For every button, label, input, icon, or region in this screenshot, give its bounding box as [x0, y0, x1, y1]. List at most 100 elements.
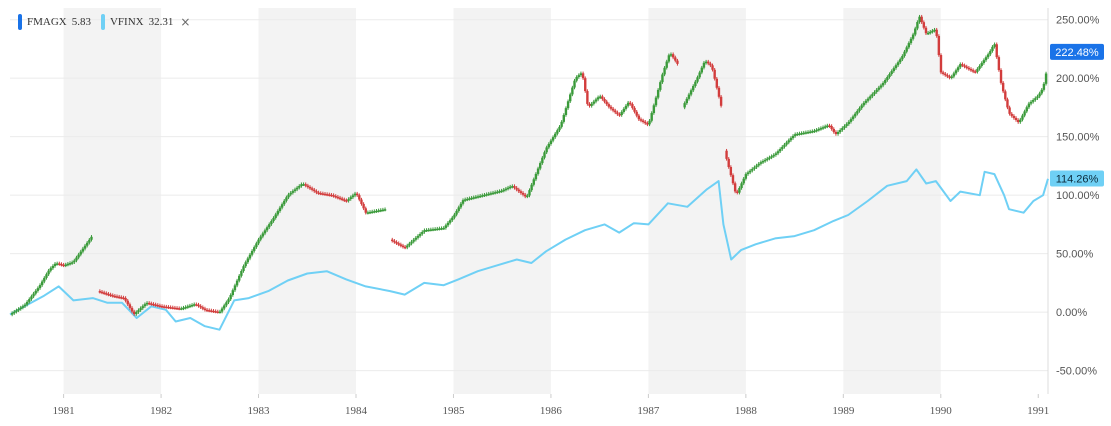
candle-body: [478, 195, 482, 198]
candle-body: [560, 121, 563, 127]
candle-body: [293, 189, 297, 192]
candle-body: [132, 311, 136, 315]
candle-body: [43, 277, 46, 282]
candle-body: [255, 243, 258, 248]
candle-body: [907, 43, 911, 48]
candle-body: [896, 62, 900, 66]
candle-body: [485, 194, 488, 196]
candle-body: [551, 137, 555, 141]
candle-body: [265, 227, 269, 231]
candle-body: [967, 67, 971, 70]
candle-body: [971, 70, 975, 72]
candle-body: [412, 239, 415, 242]
candle-body: [208, 310, 211, 312]
candle-body: [965, 66, 968, 69]
candle-body: [418, 233, 422, 236]
candle-body: [210, 310, 213, 312]
candle-body: [225, 302, 228, 306]
candle-body: [995, 44, 998, 58]
candle-body: [330, 194, 333, 197]
y-tick-label: 50.00%: [1056, 249, 1094, 261]
close-icon[interactable]: ×: [180, 15, 191, 29]
candle-body: [102, 292, 106, 294]
candle-body: [888, 74, 891, 78]
candle-body: [263, 230, 267, 234]
candle-body: [229, 295, 232, 300]
candle-body: [860, 105, 863, 109]
candle-body: [147, 302, 151, 305]
candle-body: [295, 187, 299, 190]
candle-body: [306, 185, 310, 188]
candle-body: [692, 85, 695, 91]
candle-body: [944, 73, 947, 76]
candle-body: [375, 210, 378, 213]
candle-body: [806, 131, 810, 134]
candle-body: [364, 208, 367, 213]
candle-body: [683, 103, 686, 108]
candle-body: [802, 132, 805, 135]
candle-body: [622, 108, 626, 112]
candle-body: [124, 297, 127, 301]
candle-body: [366, 212, 370, 214]
candle-body: [397, 243, 400, 245]
candle-body: [1014, 117, 1018, 121]
candle-body: [521, 192, 525, 195]
candle-body: [491, 192, 495, 195]
candle-body: [901, 55, 904, 60]
candle-body: [446, 222, 450, 226]
candle-body: [197, 304, 200, 307]
candle-body: [244, 262, 247, 267]
candle-body: [616, 112, 619, 115]
candle-body: [193, 304, 196, 306]
candle-body: [663, 67, 666, 75]
candle-body: [483, 194, 486, 197]
candle-body: [73, 260, 76, 263]
legend-item-fmagx[interactable]: FMAGX 5.83: [18, 14, 91, 30]
candle-body: [526, 195, 529, 198]
candle-body: [278, 207, 282, 212]
candle-body: [671, 54, 675, 58]
candle-body: [238, 275, 241, 281]
candle-body: [541, 157, 544, 164]
candle-body: [556, 130, 559, 134]
candle-body: [719, 96, 723, 106]
candle-body: [77, 254, 80, 258]
candle-body: [55, 263, 59, 265]
candle-body: [656, 89, 660, 98]
candle-body: [834, 131, 838, 134]
candle-body: [51, 266, 55, 269]
candle-body: [948, 76, 951, 78]
candle-body: [79, 251, 82, 255]
candle-body: [978, 65, 981, 69]
candle-body: [212, 310, 215, 313]
candle-body: [455, 210, 458, 215]
y-tick-label: -50.00%: [1056, 366, 1097, 378]
y-tick-label: 0.00%: [1056, 307, 1087, 319]
candle-body: [926, 32, 930, 35]
candle-body: [218, 311, 222, 314]
x-tick-label: 1989: [832, 405, 855, 417]
candle-body: [167, 306, 170, 309]
candle-body: [698, 72, 701, 78]
candle-body: [770, 156, 773, 158]
candle-body: [999, 69, 1003, 83]
candle-body: [1016, 120, 1020, 123]
candle-body: [30, 296, 33, 300]
candle-body: [626, 102, 630, 106]
badge-vfinx-bg: [1050, 170, 1104, 187]
candle-body: [841, 128, 844, 131]
candle-body: [315, 191, 318, 193]
candle-body: [811, 131, 814, 133]
candle-body: [313, 189, 316, 192]
candle-body: [776, 151, 780, 154]
candle-body: [798, 133, 801, 135]
candle-body: [950, 76, 953, 78]
candle-body: [511, 186, 514, 188]
candle-body: [453, 214, 456, 218]
legend-item-vfinx[interactable]: VFINX 32.31 ×: [100, 14, 192, 30]
candle-body: [399, 244, 403, 246]
candle-body: [45, 274, 48, 278]
candle-body: [403, 246, 407, 249]
candle-body: [738, 187, 741, 193]
